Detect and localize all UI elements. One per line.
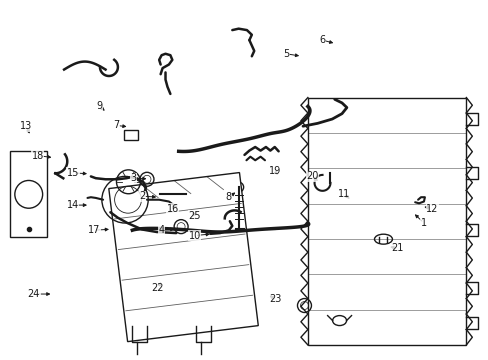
Text: 4: 4 xyxy=(158,225,164,235)
Text: 7: 7 xyxy=(113,121,120,130)
Bar xyxy=(307,98,466,345)
Text: 13: 13 xyxy=(20,121,32,131)
Text: 21: 21 xyxy=(390,243,403,253)
Text: 19: 19 xyxy=(268,166,280,176)
Bar xyxy=(123,130,137,140)
Bar xyxy=(10,151,47,237)
Text: 14: 14 xyxy=(66,200,79,210)
Text: 18: 18 xyxy=(32,150,44,161)
Text: 15: 15 xyxy=(66,168,79,178)
Text: 12: 12 xyxy=(425,204,438,214)
Text: 2: 2 xyxy=(139,191,145,201)
Text: 10: 10 xyxy=(188,231,201,240)
Text: 11: 11 xyxy=(337,189,349,199)
Bar xyxy=(161,194,183,224)
Text: 20: 20 xyxy=(306,171,318,181)
Text: 8: 8 xyxy=(225,192,231,202)
Bar xyxy=(180,202,190,216)
Text: 17: 17 xyxy=(88,225,101,235)
Text: 9: 9 xyxy=(97,102,102,112)
Text: 1: 1 xyxy=(420,218,426,228)
Bar xyxy=(109,172,258,342)
Text: 6: 6 xyxy=(319,35,325,45)
Text: 5: 5 xyxy=(282,49,288,59)
Text: 24: 24 xyxy=(28,289,40,299)
Text: 23: 23 xyxy=(269,294,281,304)
Text: 22: 22 xyxy=(151,283,163,293)
Text: 16: 16 xyxy=(166,204,179,214)
Text: 25: 25 xyxy=(188,211,201,221)
Text: 3: 3 xyxy=(130,173,137,183)
